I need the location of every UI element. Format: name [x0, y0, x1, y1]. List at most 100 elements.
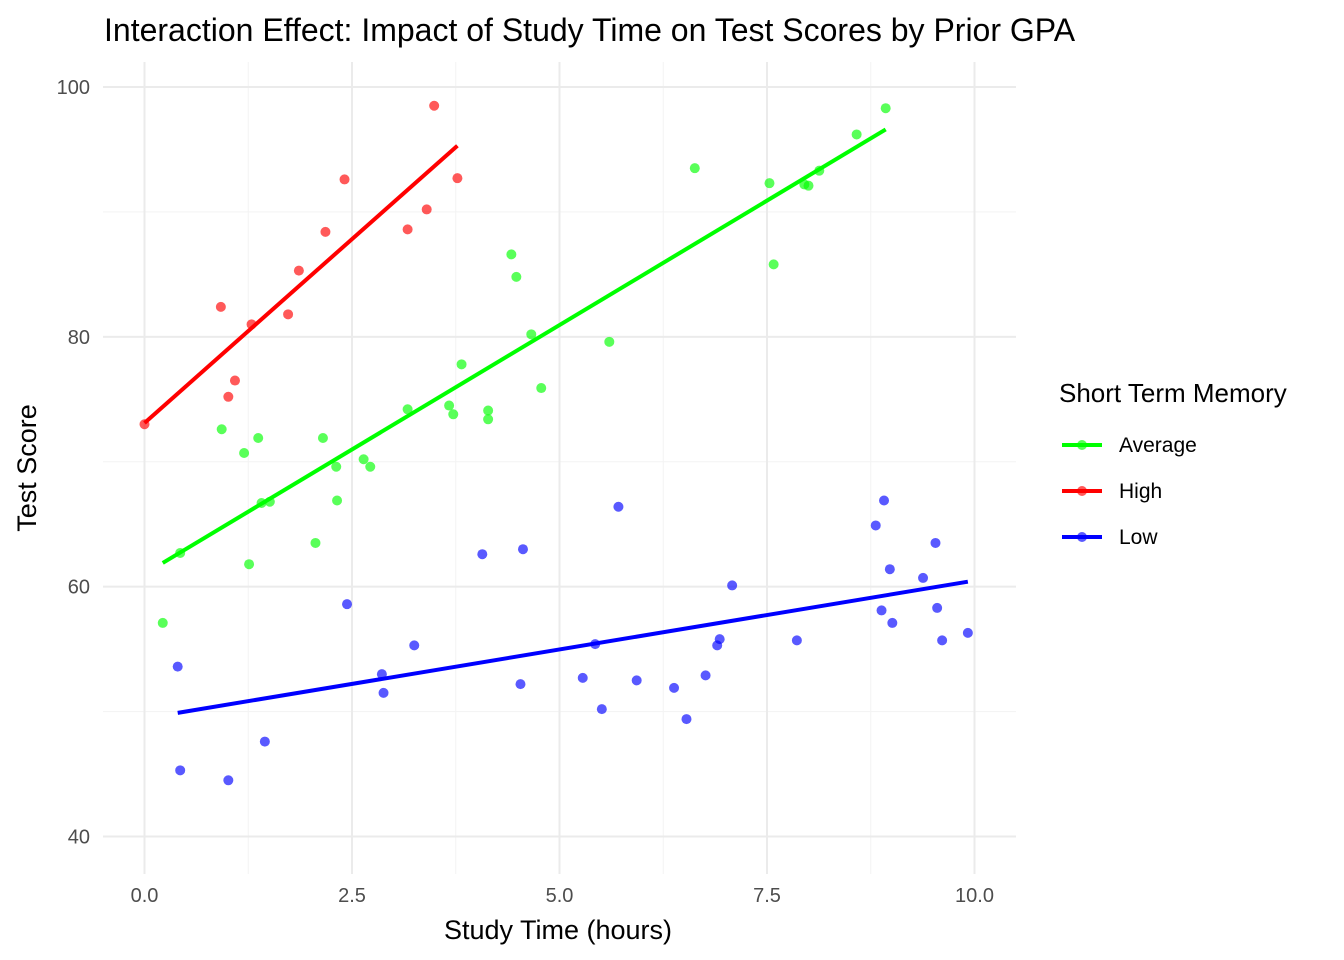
data-point-high	[429, 100, 440, 111]
trend-line-high	[143, 144, 459, 425]
data-point-high	[320, 226, 331, 237]
legend-key-point	[1077, 532, 1087, 542]
legend-item-low: Low	[1062, 526, 1158, 549]
legend-label: Average	[1119, 434, 1197, 457]
data-point-high	[452, 173, 463, 184]
data-point-low	[223, 775, 234, 786]
data-point-low	[791, 635, 802, 646]
data-point-low	[613, 501, 624, 512]
data-point-average	[253, 433, 264, 444]
legend-key-point	[1077, 486, 1087, 496]
data-point-low	[172, 661, 183, 672]
data-point-low	[515, 679, 526, 690]
data-point-low	[727, 580, 738, 591]
data-point-low	[700, 670, 711, 681]
data-point-high	[215, 301, 226, 312]
series-low	[172, 495, 973, 786]
y-axis-title: Test Score	[12, 404, 42, 532]
legend: Short Term Memory Average High Low	[1059, 378, 1287, 549]
data-point-low	[681, 714, 692, 725]
data-point-average	[358, 454, 369, 465]
plot-panel	[139, 100, 973, 786]
data-point-low	[937, 635, 948, 646]
legend-title: Short Term Memory	[1059, 378, 1287, 408]
data-point-average	[536, 383, 547, 394]
legend-items: Average High Low	[1062, 434, 1197, 549]
y-axis-ticks: 40 60 80 100	[57, 77, 90, 849]
x-tick-label: 10.0	[955, 885, 994, 907]
x-tick-label: 0.0	[131, 885, 159, 907]
series-high	[139, 100, 463, 430]
y-tick-label: 80	[68, 327, 90, 349]
data-point-high	[223, 391, 234, 402]
data-point-average	[511, 271, 522, 282]
data-point-low	[932, 602, 943, 613]
data-point-average	[483, 414, 494, 425]
data-point-low	[596, 704, 607, 715]
data-point-low	[517, 544, 528, 555]
data-point-average	[157, 617, 168, 628]
legend-key-point	[1077, 440, 1087, 450]
data-point-average	[604, 336, 615, 347]
legend-label: High	[1119, 480, 1162, 503]
data-point-average	[764, 178, 775, 189]
legend-item-average: Average	[1062, 434, 1197, 457]
data-point-average	[239, 448, 250, 459]
data-point-low	[918, 572, 929, 583]
data-point-low	[477, 549, 488, 560]
data-point-low	[175, 765, 186, 776]
gridlines	[103, 62, 1016, 874]
data-point-low	[631, 675, 642, 686]
data-point-average	[506, 249, 517, 260]
data-point-low	[884, 564, 895, 575]
data-point-low	[879, 495, 890, 506]
data-point-average	[526, 329, 537, 340]
trend-line-average	[161, 127, 887, 565]
legend-item-high: High	[1062, 480, 1162, 503]
data-point-average	[332, 495, 343, 506]
data-point-high	[283, 309, 294, 320]
data-point-average	[317, 433, 328, 444]
data-point-low	[714, 634, 725, 645]
data-point-low	[577, 672, 588, 683]
data-point-average	[689, 163, 700, 174]
data-point-low	[962, 627, 973, 638]
data-point-average	[402, 404, 413, 415]
x-axis-ticks: 0.0 2.5 5.0 7.5 10.0	[131, 885, 994, 907]
data-point-low	[409, 640, 420, 651]
data-point-low	[342, 599, 353, 610]
data-point-low	[930, 537, 941, 548]
data-point-average	[880, 103, 891, 114]
data-point-high	[229, 375, 240, 386]
data-point-high	[293, 265, 304, 276]
data-point-high	[339, 174, 350, 185]
data-point-low	[259, 736, 270, 747]
data-point-low	[378, 687, 389, 698]
data-point-average	[851, 129, 862, 140]
data-point-average	[456, 359, 467, 370]
series-average	[157, 103, 891, 628]
data-point-average	[768, 259, 779, 270]
data-point-average	[444, 400, 455, 411]
legend-label: Low	[1119, 526, 1158, 549]
data-point-average	[331, 461, 342, 472]
x-tick-label: 5.0	[546, 885, 574, 907]
y-tick-label: 100	[57, 77, 90, 99]
y-tick-label: 40	[68, 827, 90, 849]
data-point-low	[876, 605, 887, 616]
chart-title: Interaction Effect: Impact of Study Time…	[104, 12, 1076, 48]
data-point-high	[402, 224, 413, 235]
data-point-average	[803, 180, 814, 191]
x-tick-label: 2.5	[338, 885, 366, 907]
data-point-average	[216, 424, 227, 435]
data-point-high	[421, 204, 432, 215]
data-point-average	[448, 409, 459, 420]
y-tick-label: 60	[68, 577, 90, 599]
x-axis-title: Study Time (hours)	[444, 915, 672, 945]
data-point-low	[887, 617, 898, 628]
data-point-low	[669, 682, 680, 693]
data-point-average	[365, 461, 376, 472]
data-point-average	[244, 559, 255, 570]
trend-line-low	[177, 579, 969, 715]
